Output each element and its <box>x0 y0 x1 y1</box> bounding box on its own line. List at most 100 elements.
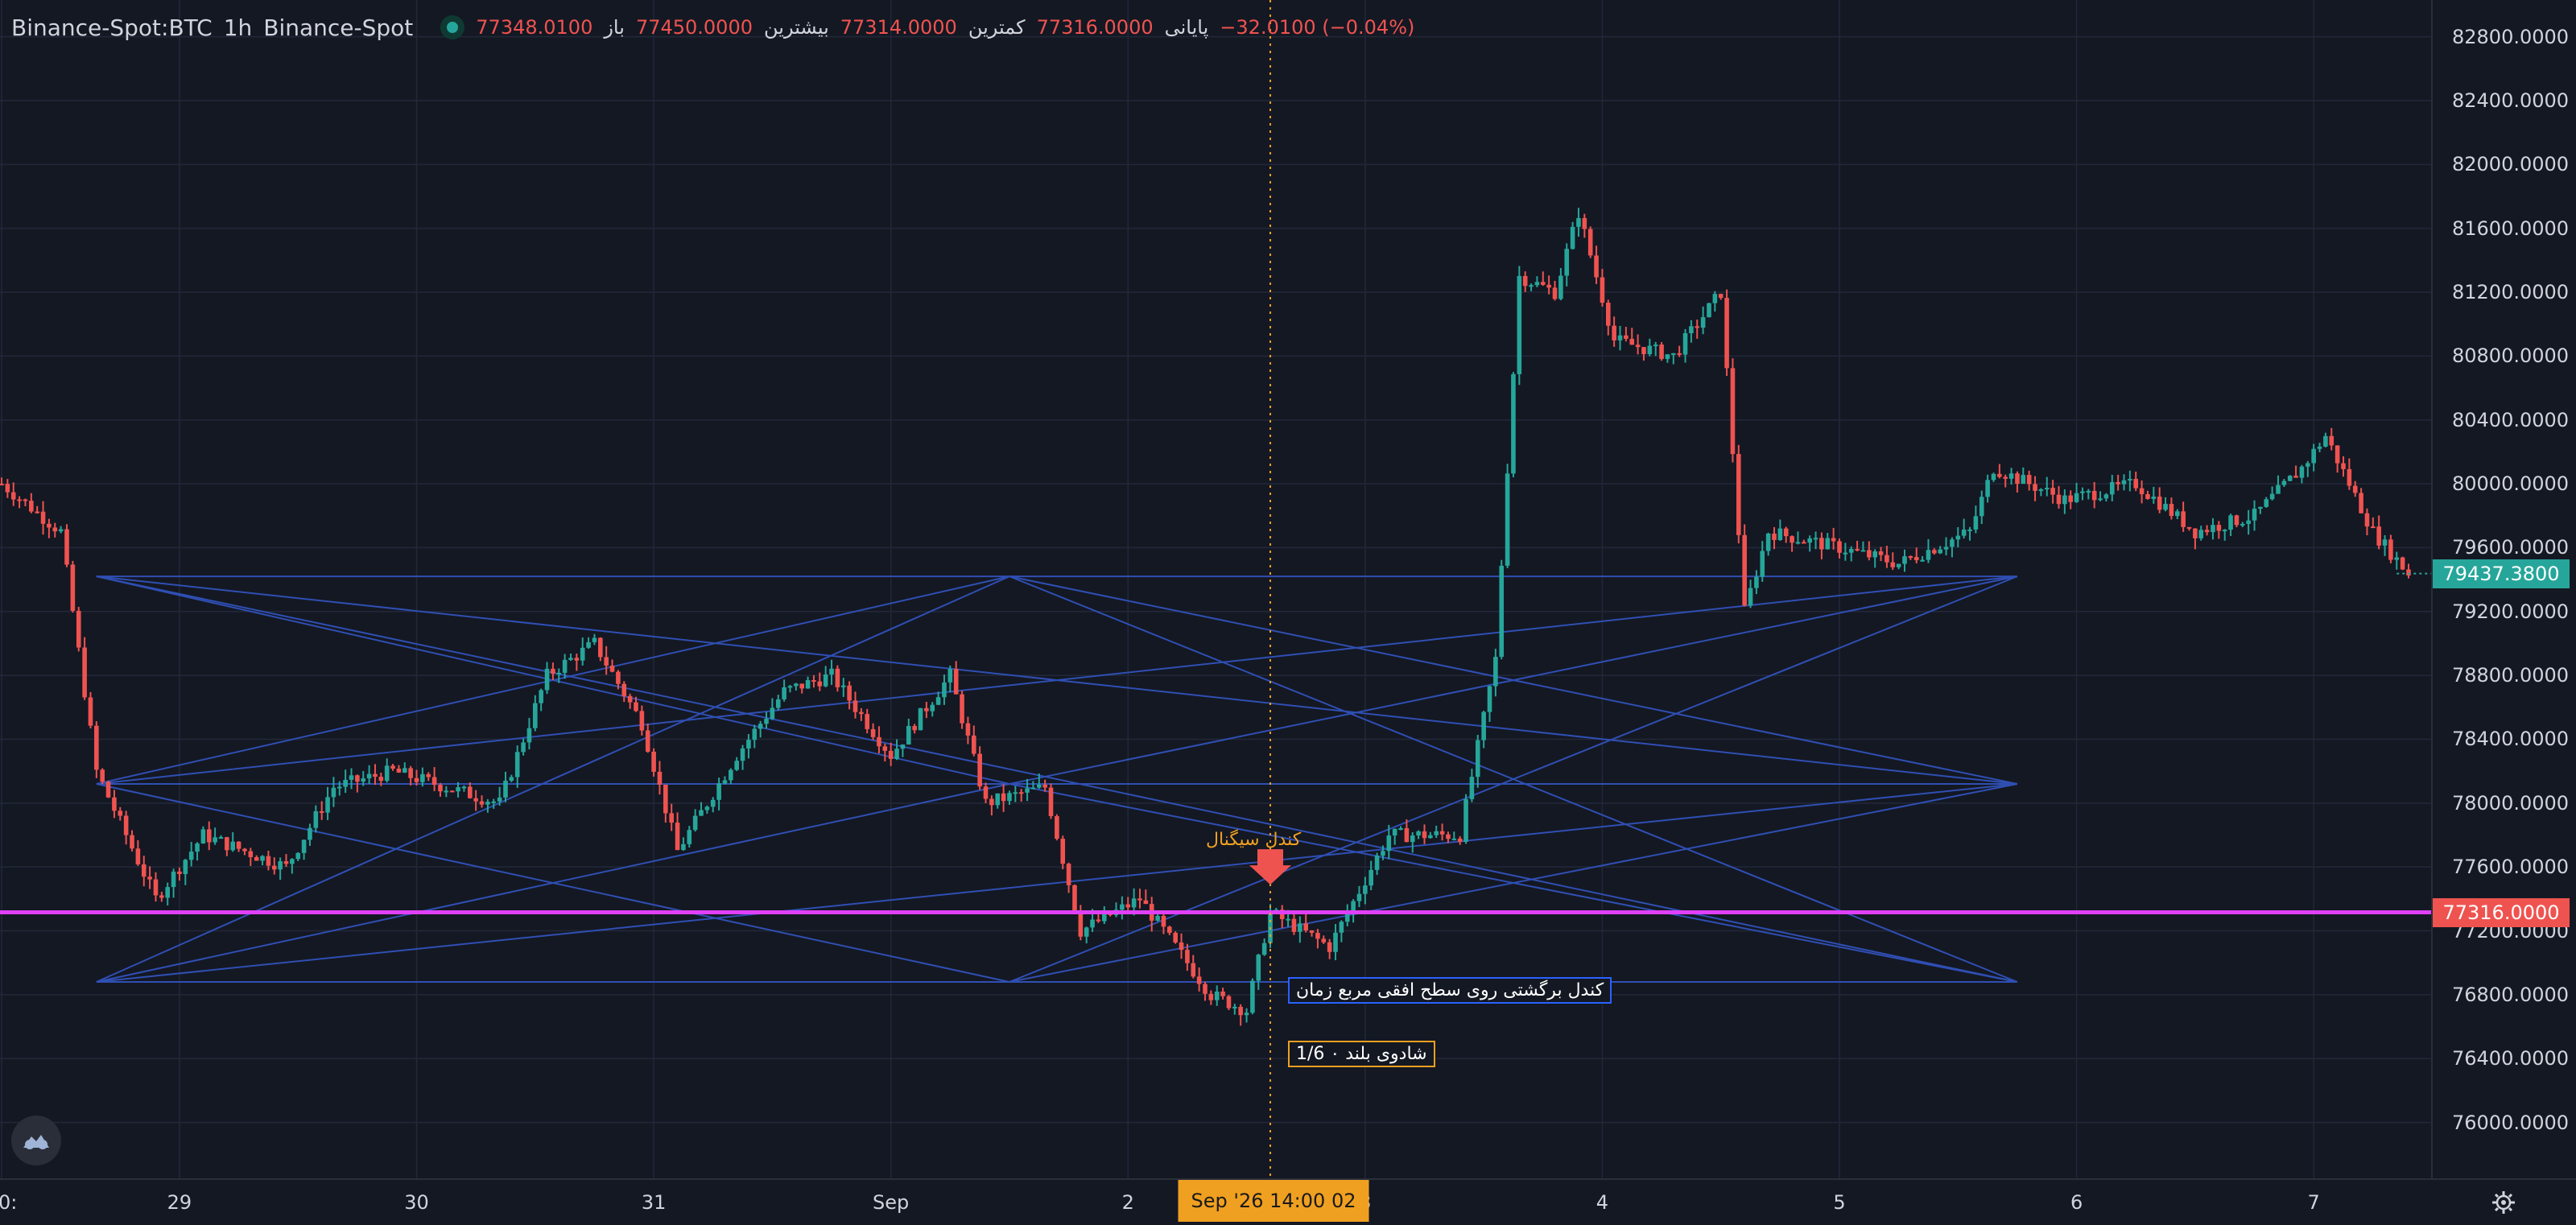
symbol-name[interactable]: Binance-Spot:BTC <box>11 14 213 41</box>
gear-icon[interactable] <box>2487 1186 2520 1219</box>
candle-up <box>1682 332 1688 355</box>
candle-up <box>1765 534 1771 551</box>
price-axis[interactable]: 82800.0000 82400.0000 82000.0000 81600.0000… <box>2431 0 2576 1178</box>
candle-up <box>1564 249 1570 276</box>
candle-down <box>225 837 229 851</box>
candle-up <box>509 777 514 782</box>
candle-down <box>888 750 894 759</box>
candle-up <box>1777 528 1783 540</box>
candle-up <box>1647 345 1653 355</box>
candle-down <box>1594 255 1599 278</box>
candle-down <box>1055 816 1059 839</box>
reversal-candle-note[interactable]: کندل برگشتی روی سطح افقی مربع زمان <box>1288 976 1612 1004</box>
candle-up <box>1707 303 1711 318</box>
candle-down <box>2133 478 2139 489</box>
candle-down <box>2056 494 2062 505</box>
candle-down <box>47 523 52 528</box>
candle-down <box>1291 918 1297 932</box>
candle-up <box>2252 509 2257 521</box>
candlestick-chart[interactable] <box>0 0 2431 1178</box>
candle-down <box>2359 493 2363 514</box>
candle-up <box>930 704 935 711</box>
candle-up <box>1795 542 1801 544</box>
candle-down <box>1587 229 1593 256</box>
candle-down <box>799 683 805 689</box>
candle-down <box>1048 787 1054 817</box>
candle-down <box>94 725 99 770</box>
candle-up <box>195 843 200 852</box>
candle-up <box>1481 711 1486 740</box>
interval[interactable]: 1h <box>223 14 253 41</box>
x-tick-label: Sep <box>873 1191 910 1214</box>
candle-down <box>669 813 674 823</box>
candle-down <box>2026 475 2032 485</box>
candle-up <box>716 783 721 800</box>
signal-candle-label[interactable]: کندل سیگنال <box>1206 830 1302 851</box>
candle-up <box>2323 435 2328 447</box>
candle-up <box>485 802 490 805</box>
candle-down <box>852 700 858 712</box>
y-tick-label: 80400.0000 <box>2452 408 2570 431</box>
candle-up <box>188 852 194 860</box>
x-tick-label: 6 <box>2070 1191 2083 1214</box>
candle-up <box>1807 538 1812 543</box>
candle-down <box>17 499 22 501</box>
candle-down <box>206 829 212 843</box>
candle-down <box>1226 996 1232 1008</box>
candle-up <box>331 787 336 798</box>
candle-down <box>870 728 876 737</box>
high-label: بیشترین <box>764 16 829 39</box>
candle-up <box>313 810 319 828</box>
candle-up <box>336 786 342 789</box>
candle-down <box>378 777 384 782</box>
candle-up <box>947 669 953 683</box>
candle-up <box>1333 932 1338 952</box>
y-tick-label: 80800.0000 <box>2452 344 2570 368</box>
candle-down <box>2033 484 2037 491</box>
candle-down <box>1659 344 1664 360</box>
candle-down <box>1997 473 2002 477</box>
y-tick-label: 80000.0000 <box>2452 472 2570 496</box>
candle-down <box>1018 792 1024 794</box>
candle-down <box>431 777 437 786</box>
candle-up <box>1487 686 1492 712</box>
candle-down <box>1772 534 1777 540</box>
candle-up <box>1689 326 1694 333</box>
x-tick-label: 00: <box>0 1191 18 1214</box>
candle-up <box>290 859 295 864</box>
candle-up <box>260 856 265 861</box>
candle-down <box>1208 993 1214 1000</box>
candle-down <box>1203 984 1208 994</box>
candle-up <box>230 841 236 851</box>
candle-down <box>130 835 134 849</box>
candle-up <box>794 683 799 687</box>
candle-down <box>634 702 638 711</box>
candle-up <box>770 707 775 720</box>
candle-down <box>438 785 443 792</box>
candle-up <box>58 529 64 532</box>
candle-up <box>1973 516 1979 530</box>
y-tick-label: 82000.0000 <box>2452 153 2570 176</box>
candle-up <box>514 752 520 777</box>
candle-down <box>1790 536 1794 543</box>
x-tick-label: 29 <box>167 1191 192 1214</box>
plot-area[interactable] <box>0 0 2431 1178</box>
candle-down <box>426 773 431 777</box>
candle-down <box>2145 493 2150 499</box>
y-tick-label: 82800.0000 <box>2452 25 2570 48</box>
candle-down <box>449 790 455 793</box>
candle-up <box>740 748 745 761</box>
long-shadow-note[interactable]: شادوی بلند ۰ 1/6 <box>1288 1041 1435 1068</box>
candle-up <box>1748 588 1753 606</box>
candle-down <box>2091 490 2097 501</box>
candle-down <box>1695 326 1700 328</box>
candle-up <box>758 724 763 729</box>
candle-up <box>366 773 372 779</box>
candle-down <box>657 771 663 785</box>
candle-down <box>23 499 28 501</box>
close-value: 77316.0000 <box>1036 16 1154 39</box>
candle-down <box>609 665 615 672</box>
candle-up <box>361 778 366 782</box>
tradingview-cloud-icon[interactable] <box>11 1116 61 1165</box>
